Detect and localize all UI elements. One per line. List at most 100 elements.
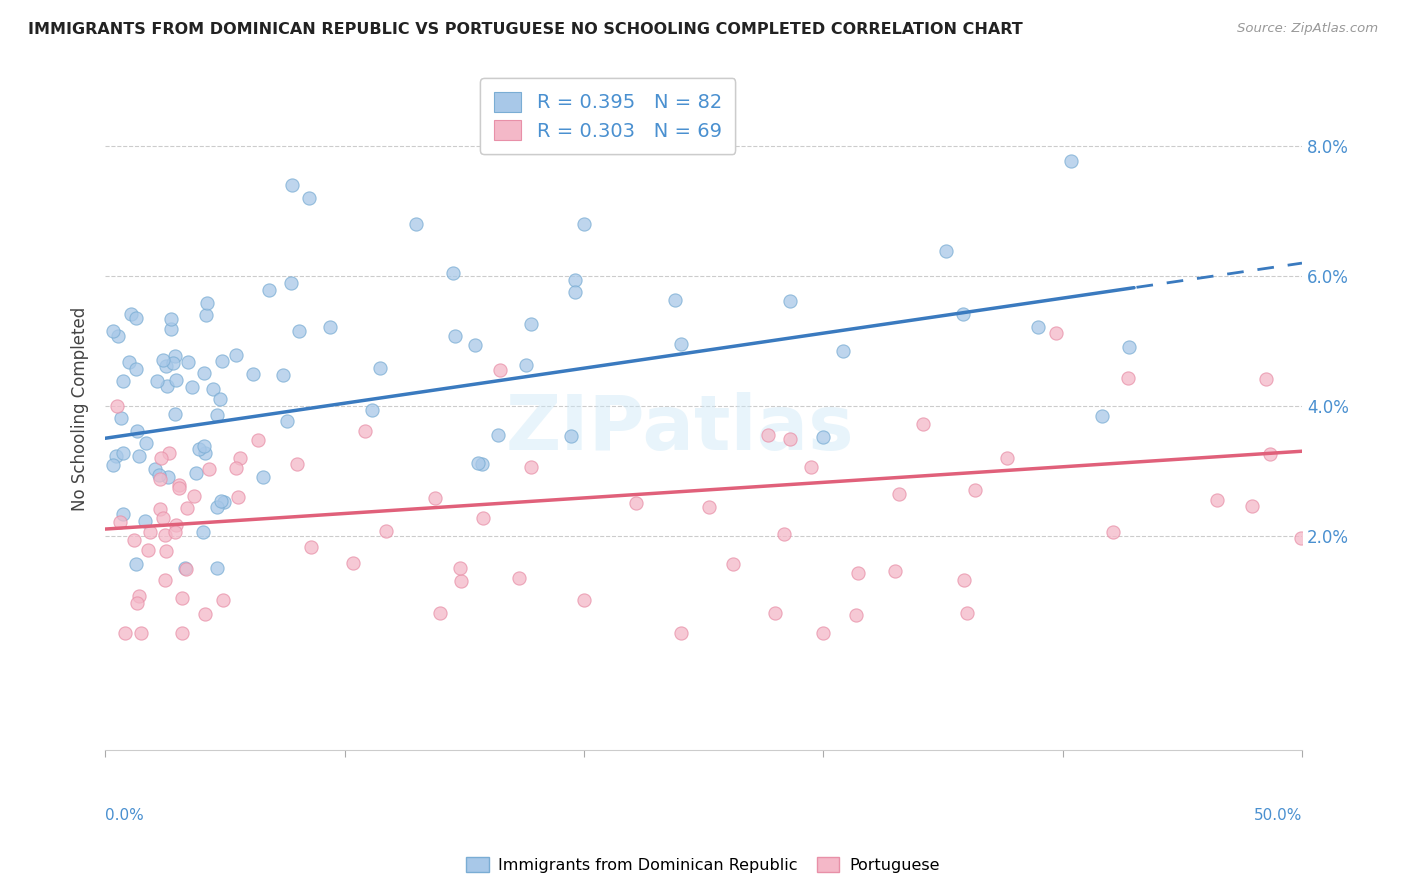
Point (209, 494, 232, 508)
Point (956, 607, 979, 621)
Point (167, 481, 190, 495)
Point (198, 461, 221, 475)
Point (188, 442, 211, 456)
Point (449, 561, 471, 575)
Point (883, 564, 905, 578)
Point (226, 490, 249, 504)
Point (155, 543, 177, 558)
Text: 50.0%: 50.0% (1254, 808, 1302, 823)
Point (155, 359, 177, 374)
Point (697, 500, 720, 514)
Point (429, 607, 451, 621)
Point (450, 574, 472, 588)
Point (108, 515, 131, 529)
Point (225, 348, 247, 362)
Point (846, 566, 869, 580)
Point (800, 459, 823, 474)
Point (287, 324, 309, 338)
Point (125, 558, 148, 572)
Point (208, 392, 231, 406)
Point (104, 450, 127, 464)
Point (486, 428, 509, 442)
Point (353, 424, 375, 438)
Point (443, 266, 465, 280)
Point (1241, 499, 1264, 513)
Point (177, 355, 200, 369)
Point (246, 434, 269, 448)
Point (193, 439, 215, 453)
Point (1045, 326, 1067, 340)
Point (374, 524, 396, 538)
Point (1116, 371, 1139, 385)
Text: Source: ZipAtlas.com: Source: ZipAtlas.com (1237, 22, 1378, 36)
Point (181, 380, 204, 394)
Point (155, 574, 177, 588)
Point (156, 378, 179, 392)
Point (127, 424, 149, 438)
Point (912, 417, 935, 431)
Point (779, 432, 801, 446)
Point (228, 450, 250, 465)
Point (183, 489, 205, 503)
Point (128, 450, 150, 464)
Point (952, 307, 974, 321)
Point (252, 469, 274, 483)
Point (271, 368, 294, 383)
Text: IMMIGRANTS FROM DOMINICAN REPUBLIC VS PORTUGUESE NO SCHOOLING COMPLETED CORRELAT: IMMIGRANTS FROM DOMINICAN REPUBLIC VS PO… (28, 22, 1024, 37)
Point (112, 446, 135, 460)
Point (149, 471, 172, 485)
Point (952, 573, 974, 587)
Point (361, 402, 384, 417)
Point (111, 374, 134, 388)
Point (444, 328, 467, 343)
Legend: Immigrants from Dominican Republic, Portuguese: Immigrants from Dominican Republic, Port… (460, 851, 946, 880)
Point (464, 337, 486, 351)
Y-axis label: No Schooling Completed: No Schooling Completed (72, 307, 89, 511)
Point (779, 293, 801, 308)
Point (763, 607, 786, 621)
Point (153, 528, 176, 542)
Point (211, 593, 233, 607)
Point (194, 607, 217, 622)
Point (134, 514, 156, 528)
Point (845, 607, 868, 622)
Point (186, 466, 208, 480)
Point (624, 496, 647, 510)
Point (205, 500, 228, 514)
Point (212, 495, 235, 509)
Point (1026, 320, 1049, 334)
Point (471, 457, 494, 471)
Point (160, 322, 183, 336)
Point (1118, 340, 1140, 354)
Point (225, 461, 247, 475)
Point (342, 556, 364, 570)
Point (163, 407, 186, 421)
Point (467, 456, 489, 470)
Point (508, 571, 530, 585)
Point (157, 446, 180, 460)
Point (160, 312, 183, 326)
Point (146, 374, 169, 388)
Point (156, 469, 179, 483)
Point (298, 191, 321, 205)
Point (110, 410, 132, 425)
Point (995, 450, 1018, 465)
Point (117, 355, 139, 369)
Point (205, 561, 228, 575)
Point (205, 408, 228, 422)
Point (560, 429, 582, 443)
Point (319, 320, 342, 334)
Point (1289, 531, 1312, 545)
Point (152, 353, 174, 368)
Point (520, 460, 543, 475)
Point (194, 446, 217, 460)
Point (572, 593, 595, 607)
Point (135, 436, 157, 450)
Point (285, 457, 308, 471)
Point (114, 625, 136, 640)
Point (163, 524, 186, 539)
Point (423, 491, 446, 505)
Point (139, 524, 162, 539)
Point (1060, 154, 1083, 169)
Point (1205, 493, 1227, 508)
